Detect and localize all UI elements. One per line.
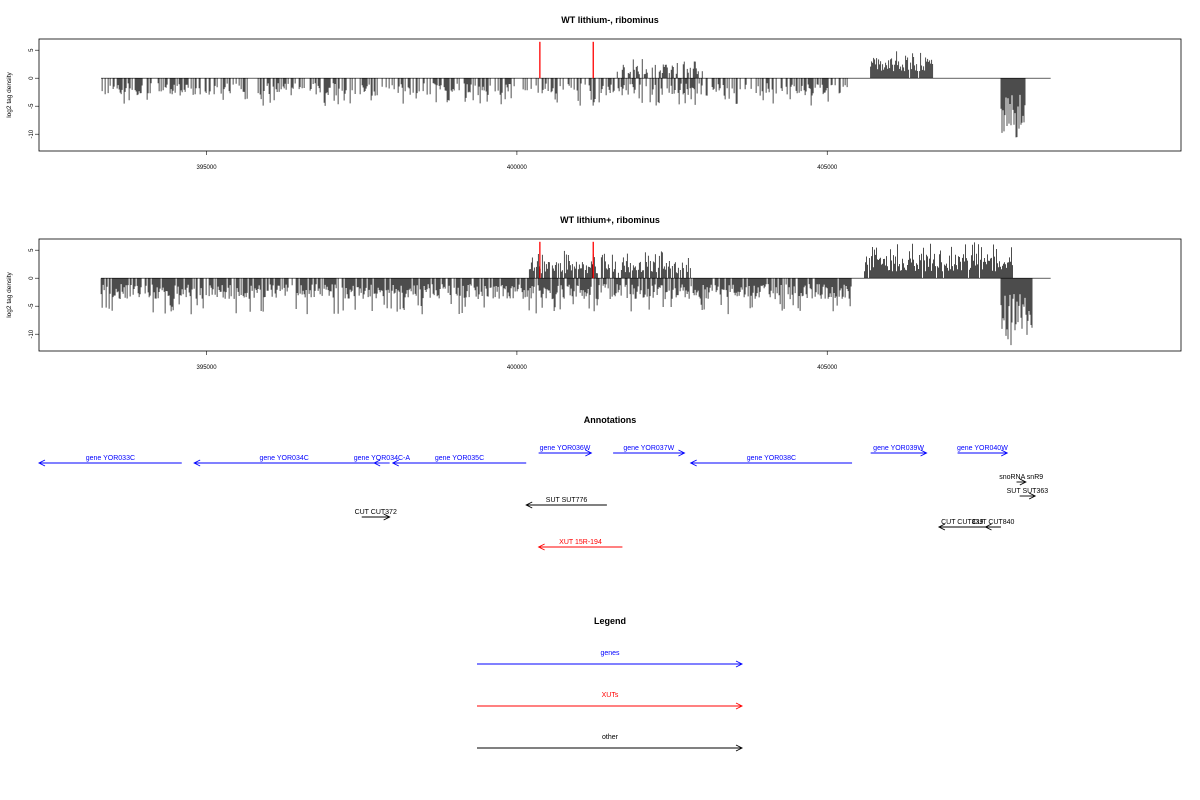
feature-arrowhead xyxy=(193,459,201,467)
feature-arrowhead xyxy=(525,501,533,509)
feature-arrowhead xyxy=(1001,449,1009,457)
feature-label: gene YOR037W xyxy=(623,445,674,452)
legend-item: other xyxy=(477,734,744,752)
y-tick-label: -10 xyxy=(29,329,35,338)
feature-arrowhead xyxy=(37,459,46,467)
feature-arrowhead xyxy=(689,459,697,467)
feature-arrowhead xyxy=(920,449,928,457)
feature-arrowhead xyxy=(383,513,391,521)
density-panel-lithium-plus: WT lithium+, ribominus log2 tag density … xyxy=(6,215,1182,371)
feature-label: CUT CUT372 xyxy=(355,509,397,516)
panel-title: WT lithium+, ribominus xyxy=(560,215,660,225)
annotation-feature: gene YOR038C xyxy=(689,455,853,467)
x-tick-label: 405000 xyxy=(817,165,838,171)
legend-label: XUTs xyxy=(602,692,619,699)
annotation-feature: CUT CUT372 xyxy=(355,509,397,521)
annotations-title: Annotations xyxy=(584,415,637,425)
legend-label: other xyxy=(602,734,619,741)
annotation-feature: SUT SUT363 xyxy=(1007,488,1049,500)
y-tick-label: -5 xyxy=(29,303,35,309)
annotation-feature: CUT CUT840 xyxy=(972,519,1014,531)
axes: -10 -5 0 5 395000 400000 405000 xyxy=(29,48,838,171)
panel-title: WT lithium-, ribominus xyxy=(561,15,659,25)
legend-label: genes xyxy=(600,650,620,657)
annotation-feature: CUT CUT839 xyxy=(937,519,986,531)
feature-arrowhead xyxy=(937,523,946,531)
density-bars xyxy=(100,241,1051,346)
feature-label: gene YOR035C xyxy=(435,455,484,462)
x-tick-label: 400000 xyxy=(507,165,528,171)
feature-label: gene YOR036W xyxy=(540,445,591,452)
y-axis-label: log2 tag density xyxy=(6,271,13,317)
feature-arrowhead xyxy=(391,459,399,467)
y-tick-label: 0 xyxy=(29,276,35,280)
legend-arrowhead xyxy=(735,702,744,710)
x-tick-label: 395000 xyxy=(197,365,218,371)
feature-label: CUT CUT840 xyxy=(972,519,1014,526)
annotation-feature: SUT SUT776 xyxy=(525,497,607,509)
density-bars xyxy=(101,41,1051,138)
feature-label: gene YOR040W xyxy=(957,445,1008,452)
density-panel-lithium-minus: WT lithium-, ribominus log2 tag density … xyxy=(6,15,1182,171)
feature-arrowhead xyxy=(1019,478,1027,486)
feature-label: gene YOR039W xyxy=(873,445,924,452)
feature-arrowhead xyxy=(373,459,381,467)
y-tick-label: 5 xyxy=(29,48,35,52)
feature-label: gene YOR038C xyxy=(747,455,796,462)
legend-arrowhead xyxy=(735,660,744,668)
legend-items: genes XUTs other xyxy=(477,650,744,752)
x-tick-label: 400000 xyxy=(507,365,528,371)
y-tick-label: 0 xyxy=(29,76,35,80)
feature-label: gene YOR034C-A xyxy=(354,455,411,462)
y-tick-label: -5 xyxy=(29,103,35,109)
annotation-features: gene YOR033C gene YOR034C gene YOR034C-A ge… xyxy=(37,445,1049,551)
y-tick-label: 5 xyxy=(29,248,35,252)
x-tick-label: 405000 xyxy=(817,365,838,371)
annotation-feature: snoRNA snR9 xyxy=(999,474,1043,486)
annotation-feature: gene YOR034C xyxy=(193,455,375,467)
x-tick-label: 395000 xyxy=(197,165,218,171)
annotation-feature: gene YOR034C-A xyxy=(354,455,411,467)
feature-label: snoRNA snR9 xyxy=(999,474,1043,481)
legend: Legend genes XUTs other xyxy=(477,616,744,752)
y-axis-label: log2 tag density xyxy=(6,71,13,117)
annotation-feature: gene YOR039W xyxy=(870,445,928,457)
annotation-track: Annotations gene YOR033C gene YOR034C gene… xyxy=(37,415,1049,551)
y-tick-label: -10 xyxy=(29,129,35,138)
legend-item: genes xyxy=(477,650,744,668)
annotation-feature: gene YOR033C xyxy=(37,455,182,467)
feature-arrowhead xyxy=(537,543,545,551)
feature-arrowhead xyxy=(585,449,593,457)
feature-label: gene YOR033C xyxy=(86,455,135,462)
annotation-feature: gene YOR036W xyxy=(538,445,593,457)
legend-item: XUTs xyxy=(477,692,744,710)
feature-label: CUT CUT839 xyxy=(941,519,983,526)
feature-label: SUT SUT776 xyxy=(546,497,588,504)
annotation-feature: gene YOR037W xyxy=(613,445,686,457)
annotation-feature: XUT 15R-194 xyxy=(537,539,623,551)
feature-label: XUT 15R-194 xyxy=(559,539,602,546)
feature-label: SUT SUT363 xyxy=(1007,488,1049,495)
axes: -10 -5 0 5 395000 400000 405000 xyxy=(29,248,838,371)
annotation-feature: gene YOR040W xyxy=(957,445,1009,457)
plot-frame xyxy=(38,238,1182,352)
feature-arrowhead xyxy=(984,523,992,531)
feature-arrowhead xyxy=(1028,492,1037,500)
annotation-feature: gene YOR035C xyxy=(391,455,527,467)
feature-arrowhead xyxy=(678,449,686,457)
legend-title: Legend xyxy=(594,616,626,626)
feature-label: gene YOR034C xyxy=(260,455,309,462)
plot-frame xyxy=(38,38,1182,152)
legend-arrowhead xyxy=(735,744,744,752)
